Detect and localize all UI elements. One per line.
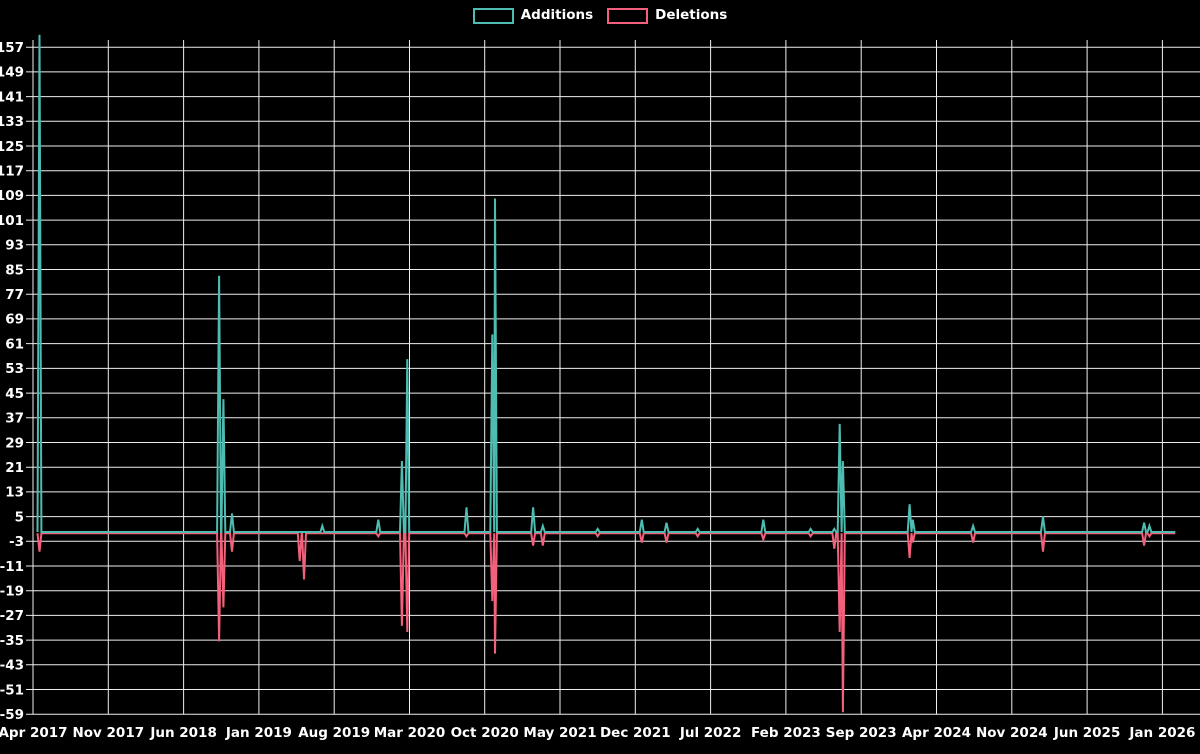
y-tick-label: 149: [0, 65, 24, 81]
y-tick-label: 61: [5, 336, 24, 352]
y-tick-label: 133: [0, 114, 24, 130]
x-tick-label: Nov 2017: [72, 725, 144, 741]
x-tick-label: Feb 2023: [751, 725, 821, 741]
legend-item-deletions[interactable]: Deletions: [607, 8, 727, 24]
y-tick-label: 93: [5, 238, 24, 254]
y-tick-label: -59: [0, 707, 24, 723]
y-tick-label: -51: [0, 682, 24, 698]
x-tick-label: Dec 2021: [600, 725, 671, 741]
x-tick-label: Jan 2026: [1128, 725, 1195, 741]
chart-legend: Additions Deletions: [0, 8, 1200, 24]
y-tick-label: -27: [0, 608, 24, 624]
x-tick-label: Apr 2024: [902, 725, 971, 741]
deletions-line: [36, 532, 1176, 713]
y-tick-label: 157: [0, 40, 24, 56]
y-tick-label: 77: [5, 287, 24, 303]
y-tick-label: 45: [5, 386, 24, 402]
x-tick-label: Sep 2023: [826, 725, 897, 741]
y-tick-label: -3: [9, 534, 24, 550]
y-tick-label: -35: [0, 633, 24, 649]
y-tick-label: 117: [0, 164, 24, 180]
x-tick-label: Nov 2024: [976, 725, 1048, 741]
y-tick-label: 125: [0, 139, 24, 155]
x-tick-label: Jun 2025: [1053, 725, 1121, 741]
y-tick-label: 53: [5, 361, 24, 377]
x-tick-label: Jul 2022: [679, 725, 742, 741]
legend-item-additions[interactable]: Additions: [472, 7, 594, 24]
additions-swatch-icon: [472, 8, 514, 24]
y-tick-label: 21: [5, 460, 24, 476]
y-tick-label: 101: [0, 213, 24, 229]
deletions-swatch-icon: [607, 8, 649, 24]
y-tick-label: 85: [5, 262, 24, 278]
x-tick-label: May 2021: [523, 725, 596, 741]
y-tick-label: 69: [5, 312, 24, 328]
x-tick-label: Apr 2017: [0, 725, 68, 741]
x-tick-label: Oct 2020: [451, 725, 519, 741]
y-tick-label: 109: [0, 188, 24, 204]
y-tick-label: 13: [5, 485, 24, 501]
y-tick-label: -43: [0, 658, 24, 674]
y-tick-label: 5: [15, 509, 24, 525]
x-tick-label: Aug 2019: [298, 725, 370, 741]
y-tick-label: 141: [0, 89, 24, 105]
y-tick-label: 29: [5, 435, 24, 451]
additions-line: [36, 34, 1176, 533]
x-tick-label: Jun 2018: [149, 725, 217, 741]
y-tick-label: 37: [5, 411, 24, 427]
y-tick-label: -11: [0, 559, 24, 575]
x-tick-label: Mar 2020: [374, 725, 445, 741]
x-tick-label: Jan 2019: [225, 725, 292, 741]
legend-label-additions: Additions: [520, 7, 594, 24]
y-tick-label: -19: [0, 584, 24, 600]
legend-label-deletions: Deletions: [655, 7, 728, 24]
